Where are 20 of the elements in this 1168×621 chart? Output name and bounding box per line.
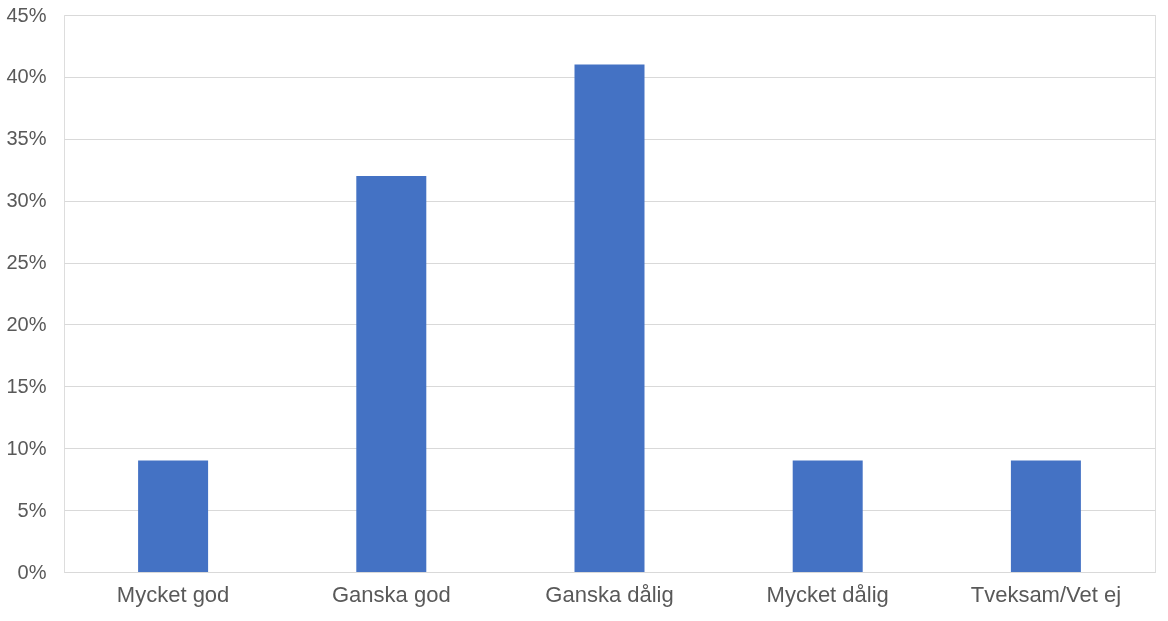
y-tick-label: 5% [17, 498, 47, 521]
y-tick-label: 45% [6, 3, 47, 26]
bar [356, 175, 427, 572]
y-tick-label: 40% [6, 65, 47, 88]
y-tick-label: 15% [6, 374, 47, 397]
bar [574, 64, 645, 572]
y-tick-label: 10% [6, 436, 47, 459]
y-tick-label: 20% [6, 312, 47, 335]
x-tick-label: Mycket god [116, 581, 230, 607]
x-tick-label: Ganska god [331, 581, 451, 607]
y-tick-label: 30% [6, 189, 47, 212]
bar [138, 460, 209, 572]
y-tick-label: 25% [6, 251, 47, 274]
bar [1010, 460, 1081, 572]
x-tick-label: Tveksam/Vet ej [970, 581, 1122, 607]
y-tick-label: 35% [6, 127, 47, 150]
x-tick-label: Ganska dålig [545, 581, 674, 607]
bar [792, 460, 863, 572]
x-tick-label: Mycket dålig [766, 581, 889, 607]
y-tick-label: 0% [17, 560, 47, 583]
